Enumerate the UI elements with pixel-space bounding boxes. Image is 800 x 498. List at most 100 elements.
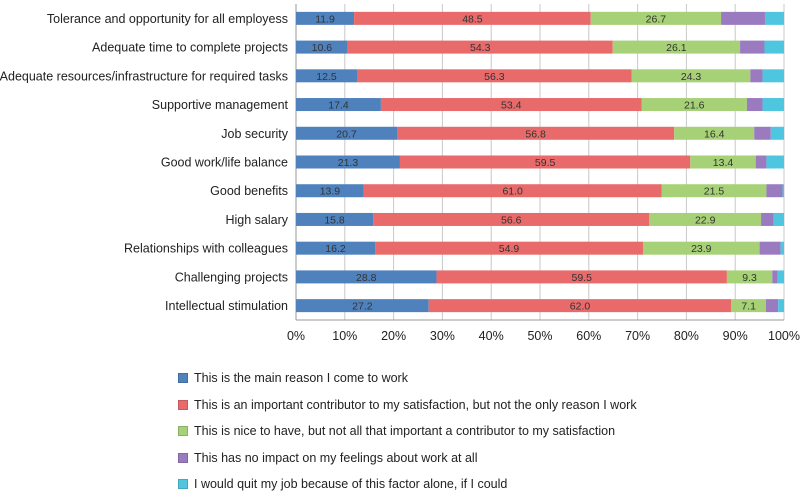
bar-segment [762,69,784,83]
bar-segment [354,11,591,25]
data-label: 21.3 [338,157,359,169]
bar-segment [296,270,437,284]
legend-label: This is an important contributor to my s… [194,397,637,412]
legend-label: This is nice to have, but not all that i… [194,424,616,439]
bar-segment [428,299,732,313]
category-label: Challenging projects [175,270,288,284]
bar-segment [296,155,400,169]
bar-segment [296,212,374,226]
bar-segment [590,11,722,25]
bar-segment [778,299,784,313]
data-label: 27.2 [352,301,373,313]
data-label: 28.8 [356,272,377,284]
bar-segment [641,98,747,112]
chart-legend: This is the main reason I come to work Th… [178,365,778,498]
data-label: 24.3 [681,71,702,83]
bar-segment [764,11,784,25]
bar-segment [772,270,778,284]
bar-segment [674,126,755,140]
data-label: 20.7 [336,128,357,140]
bar-segment [631,69,751,83]
bar-segment [770,126,784,140]
bar-segment [780,241,784,255]
category-label: High salary [225,213,288,227]
bar-segment [766,155,784,169]
data-label: 10.6 [312,42,333,54]
bar-segment [373,212,650,226]
bar-segment [782,184,784,198]
bar-segment [690,155,756,169]
x-tick-label: 100% [768,329,800,340]
x-tick-label: 60% [576,329,601,340]
legend-label: This is the main reason I come to work [194,371,408,386]
legend-item: This is the main reason I come to work [178,365,778,392]
data-label: 13.9 [320,186,341,198]
legend-item: This is an important contributor to my s… [178,392,778,419]
data-label: 22.9 [695,214,716,226]
data-label: 56.8 [525,128,546,140]
bar-segment [296,69,357,83]
legend-label: This has no impact on my feelings about … [194,450,478,465]
data-label: 7.1 [741,301,756,313]
legend-item: This is nice to have, but not all that i… [178,418,778,445]
category-label: Adequate time to complete projects [92,41,288,55]
data-label: 15.8 [324,214,345,226]
bar-segment [759,241,781,255]
bar-segment [755,155,767,169]
bar-segment [740,40,765,54]
legend-swatch [178,426,188,437]
bar-segment [765,299,779,313]
bar-segment [642,241,760,255]
data-label: 26.1 [666,42,687,54]
bar-segment [375,241,643,255]
category-label: Good work/life balance [161,156,288,170]
legend-swatch [178,373,188,384]
data-label: 56.3 [484,71,505,83]
category-label: Good benefits [210,184,288,198]
bar-segment [726,270,773,284]
bar-segment [397,126,675,140]
bar-segment [612,40,741,54]
bar-segment [764,40,784,54]
bar-segment [762,98,784,112]
category-label: Supportive management [152,98,289,112]
data-label: 48.5 [462,13,483,25]
bar-segment [649,212,762,226]
bar-segment [773,212,784,226]
data-label: 21.5 [704,186,725,198]
data-label: 23.9 [691,243,712,255]
x-tick-label: 40% [479,329,504,340]
data-label: 16.4 [704,128,725,140]
x-tick-label: 80% [674,329,699,340]
bar-segment [750,69,763,83]
x-tick-label: 10% [332,329,357,340]
x-tick-label: 50% [527,329,552,340]
bar-segment [380,98,642,112]
legend-swatch [178,399,188,410]
bar-segment [746,98,763,112]
x-tick-label: 0% [287,329,305,340]
legend-label: I would quit my job because of this fact… [194,477,508,492]
category-label: Relationships with colleagues [124,242,288,256]
bar-segment [731,299,766,313]
data-label: 59.5 [572,272,593,284]
bar-segment [661,184,767,198]
data-label: 61.0 [502,186,523,198]
bar-segment [296,126,398,140]
category-label: Intellectual stimulation [165,299,288,313]
legend-item: This has no impact on my feelings about … [178,445,778,472]
data-label: 54.3 [470,42,491,54]
bar-segment [754,126,771,140]
bar-segment [436,270,727,284]
category-label: Job security [221,127,288,141]
bar-segment [296,40,348,54]
bar-segment [357,69,632,83]
stacked-bar-chart: 0% 10% 20% 30% 40% 50% 60% 70% 80% 90% 100% Toleran… [0,4,800,340]
category-label: Tolerance and opportunity for all employ… [47,12,288,26]
bar-segment [296,299,429,313]
bar-segment [777,270,784,284]
data-label: 13.4 [713,157,734,169]
data-label: 59.5 [535,157,556,169]
data-label: 11.9 [315,13,335,25]
category-label: Adequate resources/infrastructure for re… [0,69,288,83]
